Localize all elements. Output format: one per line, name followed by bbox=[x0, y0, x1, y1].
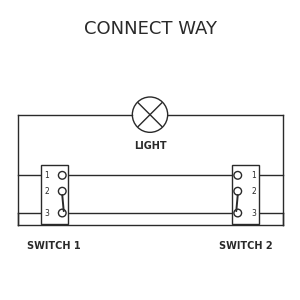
Text: 1: 1 bbox=[44, 171, 49, 180]
Text: 3: 3 bbox=[251, 208, 256, 217]
Bar bbox=[232, 165, 259, 224]
Bar bbox=[41, 165, 68, 224]
Text: 2: 2 bbox=[44, 187, 49, 196]
Text: 2: 2 bbox=[251, 187, 256, 196]
Text: LIGHT: LIGHT bbox=[134, 141, 166, 151]
Text: CONNECT WAY: CONNECT WAY bbox=[83, 20, 217, 38]
Text: SWITCH 1: SWITCH 1 bbox=[28, 241, 81, 251]
Text: SWITCH 2: SWITCH 2 bbox=[219, 241, 272, 251]
Text: 3: 3 bbox=[44, 208, 49, 217]
Text: 1: 1 bbox=[251, 171, 256, 180]
